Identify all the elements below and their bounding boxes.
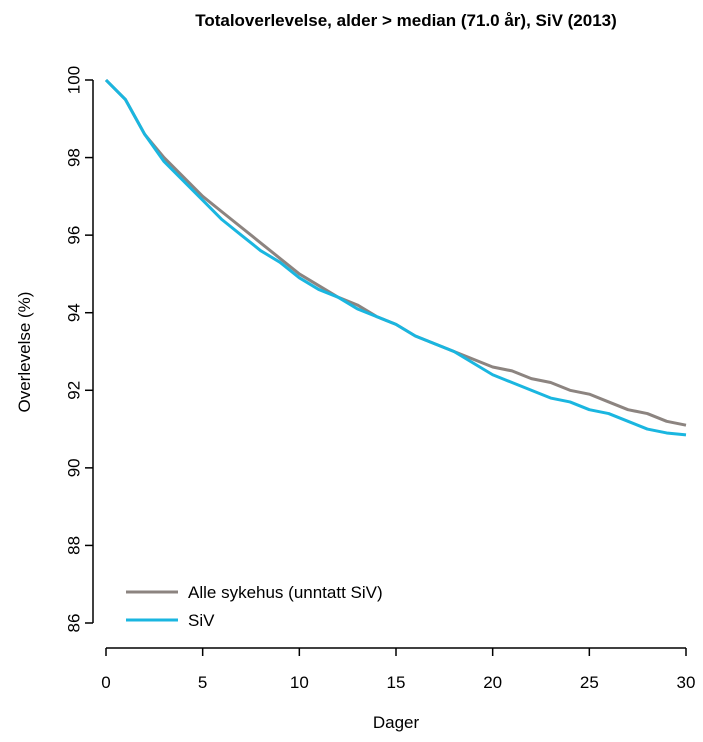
x-tick-label: 10: [290, 673, 309, 692]
y-tick-label: 96: [64, 226, 83, 245]
x-tick-label: 20: [483, 673, 502, 692]
legend-label: Alle sykehus (unntatt SiV): [188, 583, 383, 602]
y-tick-label: 86: [64, 614, 83, 633]
y-axis-label: Overlevelse (%): [15, 292, 34, 413]
y-tick-label: 92: [64, 381, 83, 400]
y-tick-label: 88: [64, 536, 83, 555]
x-axis-label: Dager: [373, 713, 420, 732]
y-tick-label: 90: [64, 458, 83, 477]
x-tick-label: 15: [387, 673, 406, 692]
series-line: [104, 78, 687, 427]
x-tick-label: 25: [580, 673, 599, 692]
y-tick-label: 100: [64, 66, 83, 94]
legend-label: SiV: [188, 611, 215, 630]
x-tick-label: 5: [198, 673, 207, 692]
series-line: [104, 78, 687, 437]
y-tick-label: 98: [64, 148, 83, 167]
y-tick-label: 94: [64, 303, 83, 322]
x-tick-label: 0: [101, 673, 110, 692]
x-tick-label: 30: [677, 673, 696, 692]
chart-title: Totaloverlevelse, alder > median (71.0 å…: [195, 11, 617, 30]
